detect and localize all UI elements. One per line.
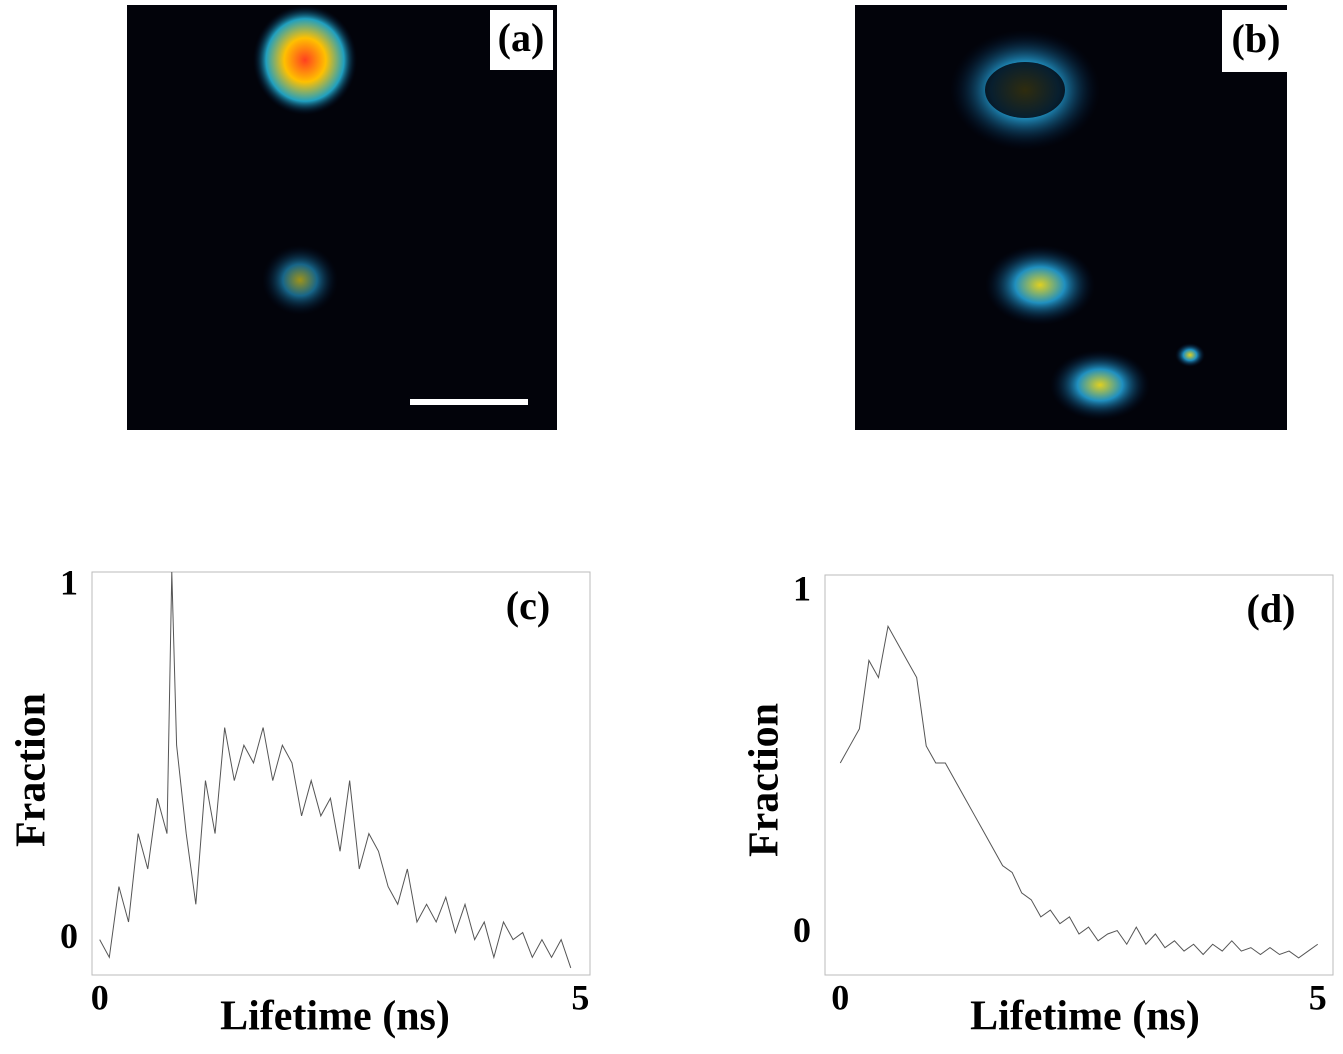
image-a: (a) (127, 5, 557, 430)
y-tick-label: 1 (60, 562, 78, 602)
plot-frame (824, 574, 1334, 976)
y-axis-label: Fraction (742, 703, 788, 857)
panel-label: (c) (506, 583, 550, 628)
image-b: (b) (855, 5, 1290, 430)
x-axis-label: Lifetime (ns) (970, 994, 1200, 1040)
panel-label: (b) (1232, 16, 1281, 61)
x-tick-label: 0 (91, 977, 109, 1017)
x-tick-label: 5 (571, 977, 589, 1017)
data-line (99, 571, 572, 969)
plot-frame (91, 571, 591, 976)
y-tick-label: 0 (60, 916, 78, 956)
y-axis-label: Fraction (9, 693, 55, 847)
y-tick-label: 1 (793, 568, 811, 608)
panel-label: (d) (1247, 586, 1296, 631)
data-line (839, 624, 1319, 959)
y-tick-label: 0 (793, 910, 811, 950)
panel-label: (a) (498, 15, 545, 60)
x-tick-label: 0 (831, 977, 849, 1017)
x-tick-label: 5 (1309, 977, 1327, 1017)
x-axis-label: Lifetime (ns) (220, 994, 450, 1040)
